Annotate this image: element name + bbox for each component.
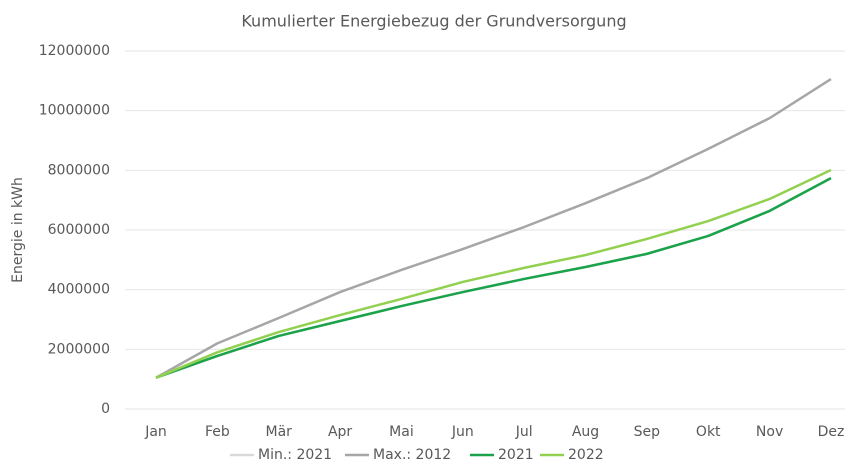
- y-tick-label: 0: [101, 401, 110, 417]
- x-tick-label: Jul: [515, 424, 533, 440]
- x-tick-label: Jan: [144, 424, 167, 440]
- x-tick-label: Jun: [451, 424, 474, 440]
- legend-label: 2021: [498, 447, 534, 463]
- x-tick-label: Aug: [572, 424, 599, 440]
- y-tick-label: 12000000: [39, 43, 110, 59]
- line-series: [155, 176, 832, 379]
- legend-label: 2022: [568, 447, 604, 463]
- y-tick-label: 10000000: [39, 103, 110, 119]
- x-tick-label: Mai: [389, 424, 414, 440]
- x-tick-label: Feb: [205, 424, 230, 440]
- y-tick-label: 2000000: [48, 341, 110, 357]
- x-tick-label: Okt: [696, 424, 721, 440]
- x-tick-label: Dez: [818, 424, 845, 440]
- x-tick-label: Sep: [634, 424, 661, 440]
- legend-label: Min.: 2021: [258, 447, 332, 463]
- legend-label: Max.: 2012: [373, 447, 451, 463]
- line-series: [155, 176, 832, 379]
- x-tick-label: Apr: [328, 424, 352, 440]
- chart-title: Kumulierter Energiebezug der Grundversor…: [241, 12, 626, 31]
- y-tick-label: 6000000: [48, 222, 110, 238]
- y-tick-label: 8000000: [48, 162, 110, 178]
- y-axis-label: Energie in kWh: [10, 177, 26, 283]
- line-series: [155, 77, 832, 379]
- line-series: [155, 168, 832, 379]
- x-tick-label: Mär: [266, 424, 293, 440]
- y-tick-label: 4000000: [48, 282, 110, 298]
- x-tick-label: Nov: [756, 424, 783, 440]
